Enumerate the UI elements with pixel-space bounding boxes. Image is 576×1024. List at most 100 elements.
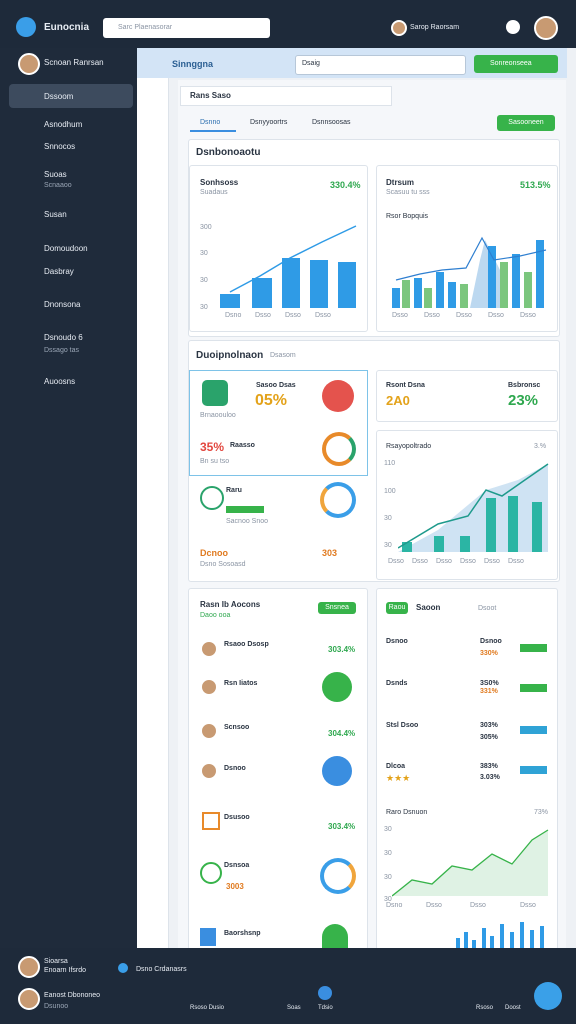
top-bar xyxy=(0,0,576,48)
chart-label: Raro Dsnuon xyxy=(386,809,428,816)
button[interactable]: Sasooneen xyxy=(497,115,555,131)
row-value: 3S0% xyxy=(480,680,499,687)
list-sub: Daoo ooa xyxy=(200,612,231,619)
bottom-tab[interactable]: Rsoso xyxy=(476,1005,494,1011)
x-label: Dsso xyxy=(424,312,440,319)
kpi-label: Sasoo Dsas xyxy=(256,382,296,389)
button-text: Sasooneen xyxy=(508,119,544,126)
nav-item[interactable]: Dnonsona xyxy=(44,300,81,309)
fab[interactable] xyxy=(534,982,562,1010)
avatar xyxy=(200,640,218,658)
avatar[interactable] xyxy=(391,20,407,36)
profile-name: Eanost Dbononeo xyxy=(44,992,101,999)
icon xyxy=(202,812,220,830)
kpi-label: Raasso xyxy=(230,442,255,449)
card-title: Dtrsum xyxy=(386,178,415,187)
badge-text: Raou xyxy=(388,604,406,611)
bottom-tab[interactable]: Soas xyxy=(287,1005,301,1011)
list-title: Saoon xyxy=(416,603,441,612)
profile-name: Sioarsa xyxy=(44,958,68,965)
row-value: 3.03% xyxy=(480,774,500,781)
icon[interactable] xyxy=(318,986,332,1000)
tab[interactable]: Dsnno xyxy=(200,119,221,126)
card-subtitle: Suadaus xyxy=(200,189,228,196)
bottom-tab[interactable]: Tdsio xyxy=(318,1005,333,1011)
nav-item[interactable]: Suoas xyxy=(44,170,67,179)
x-label: Dsso xyxy=(436,558,452,565)
nav-sub: Scnaaoo xyxy=(44,182,72,189)
x-label: Dsso xyxy=(456,312,472,319)
kpi-label: Dcnoo xyxy=(200,548,228,558)
kpi-sub: Bn su tso xyxy=(200,458,230,465)
card-value: 330.4% xyxy=(330,180,361,190)
nav-item[interactable]: Snnocos xyxy=(44,142,76,151)
card-subtitle: Scasuu tu sss xyxy=(386,189,430,196)
profile-sub: Dsunoo xyxy=(44,1003,69,1010)
icon xyxy=(202,380,228,406)
nav-item[interactable]: Asnodhum xyxy=(44,120,83,129)
progress xyxy=(226,506,264,513)
kpi-value: 23% xyxy=(508,392,539,409)
x-label: Dsso xyxy=(426,902,442,909)
nav-item[interactable]: Domoudoon xyxy=(44,244,88,253)
tick-label: 30 xyxy=(200,304,208,311)
chart xyxy=(392,236,547,308)
person-name: Rsn Iiatos xyxy=(224,680,258,687)
avatar[interactable] xyxy=(534,16,558,40)
tab[interactable]: Dsnyyoortrs xyxy=(250,119,288,126)
person-name: Scnsoo xyxy=(224,724,250,731)
kpi-value: 35% xyxy=(200,440,225,454)
x-label: Dsso xyxy=(460,558,476,565)
tick-label: 110 xyxy=(384,460,396,467)
x-label: Dsso xyxy=(520,902,536,909)
nav-item[interactable]: Susan xyxy=(44,210,67,219)
bottom-tab[interactable]: Rsoso Dusio xyxy=(190,1005,225,1011)
logo[interactable] xyxy=(16,17,36,37)
list-title: Rasn Ib Aocons xyxy=(200,600,261,609)
bottom-tab[interactable]: Doost xyxy=(505,1005,521,1011)
dropdown[interactable] xyxy=(295,55,466,75)
nav-item[interactable]: Auoosns xyxy=(44,377,76,386)
sidebar xyxy=(0,48,137,948)
nav-item[interactable]: Dssoom xyxy=(44,92,74,101)
row-bar xyxy=(520,684,547,692)
kpi-label: Rsont Dsna xyxy=(386,382,425,389)
nav-item[interactable]: Dsnoudo 6 xyxy=(44,333,83,342)
chart-label: Rsor Bopquis xyxy=(386,213,429,220)
icon[interactable] xyxy=(506,20,520,34)
avatar xyxy=(200,722,218,740)
chart-label: Rsayopoltrado xyxy=(386,443,432,450)
nav-item[interactable]: Dasbray xyxy=(44,267,74,276)
x-label: Dsso xyxy=(315,312,331,319)
x-label: Dsso xyxy=(388,558,404,565)
section-title: Duoipnolnaon xyxy=(196,350,264,361)
tick-label: 100 xyxy=(384,488,396,495)
header-button[interactable] xyxy=(474,55,558,73)
tick-label: 30 xyxy=(384,896,392,903)
donut xyxy=(322,432,356,466)
badge: Snsnea xyxy=(318,602,356,614)
search-placeholder: Sarc Plaenasorar xyxy=(118,24,173,31)
row-value: Dsnoo xyxy=(480,638,502,645)
tab[interactable]: Dsnnsoosas xyxy=(312,119,351,126)
search-box[interactable] xyxy=(103,18,270,38)
rating: ★★★ xyxy=(386,773,411,783)
profile-name: Scnoan Ranrsan xyxy=(44,58,104,67)
user-name: Sarop Raorsam xyxy=(410,24,460,31)
select[interactable] xyxy=(180,86,392,106)
kpi-label: Raru xyxy=(226,487,242,494)
row-name: Stsl Dsoo xyxy=(386,722,419,729)
tab-underline xyxy=(190,130,236,132)
person-name: Rsaoo Dsosp xyxy=(224,641,269,648)
badge: Raou xyxy=(386,602,408,614)
chart xyxy=(220,225,357,308)
x-label: Dsso xyxy=(520,312,536,319)
link[interactable]: Dsno Crdanasrs xyxy=(136,966,187,973)
avatar xyxy=(18,988,40,1010)
active-item[interactable] xyxy=(9,84,133,108)
person-value: 3003 xyxy=(226,882,244,891)
avatar xyxy=(18,53,40,75)
icon xyxy=(322,924,348,948)
kpi-sub: Dsno Sosoasd xyxy=(200,561,246,568)
